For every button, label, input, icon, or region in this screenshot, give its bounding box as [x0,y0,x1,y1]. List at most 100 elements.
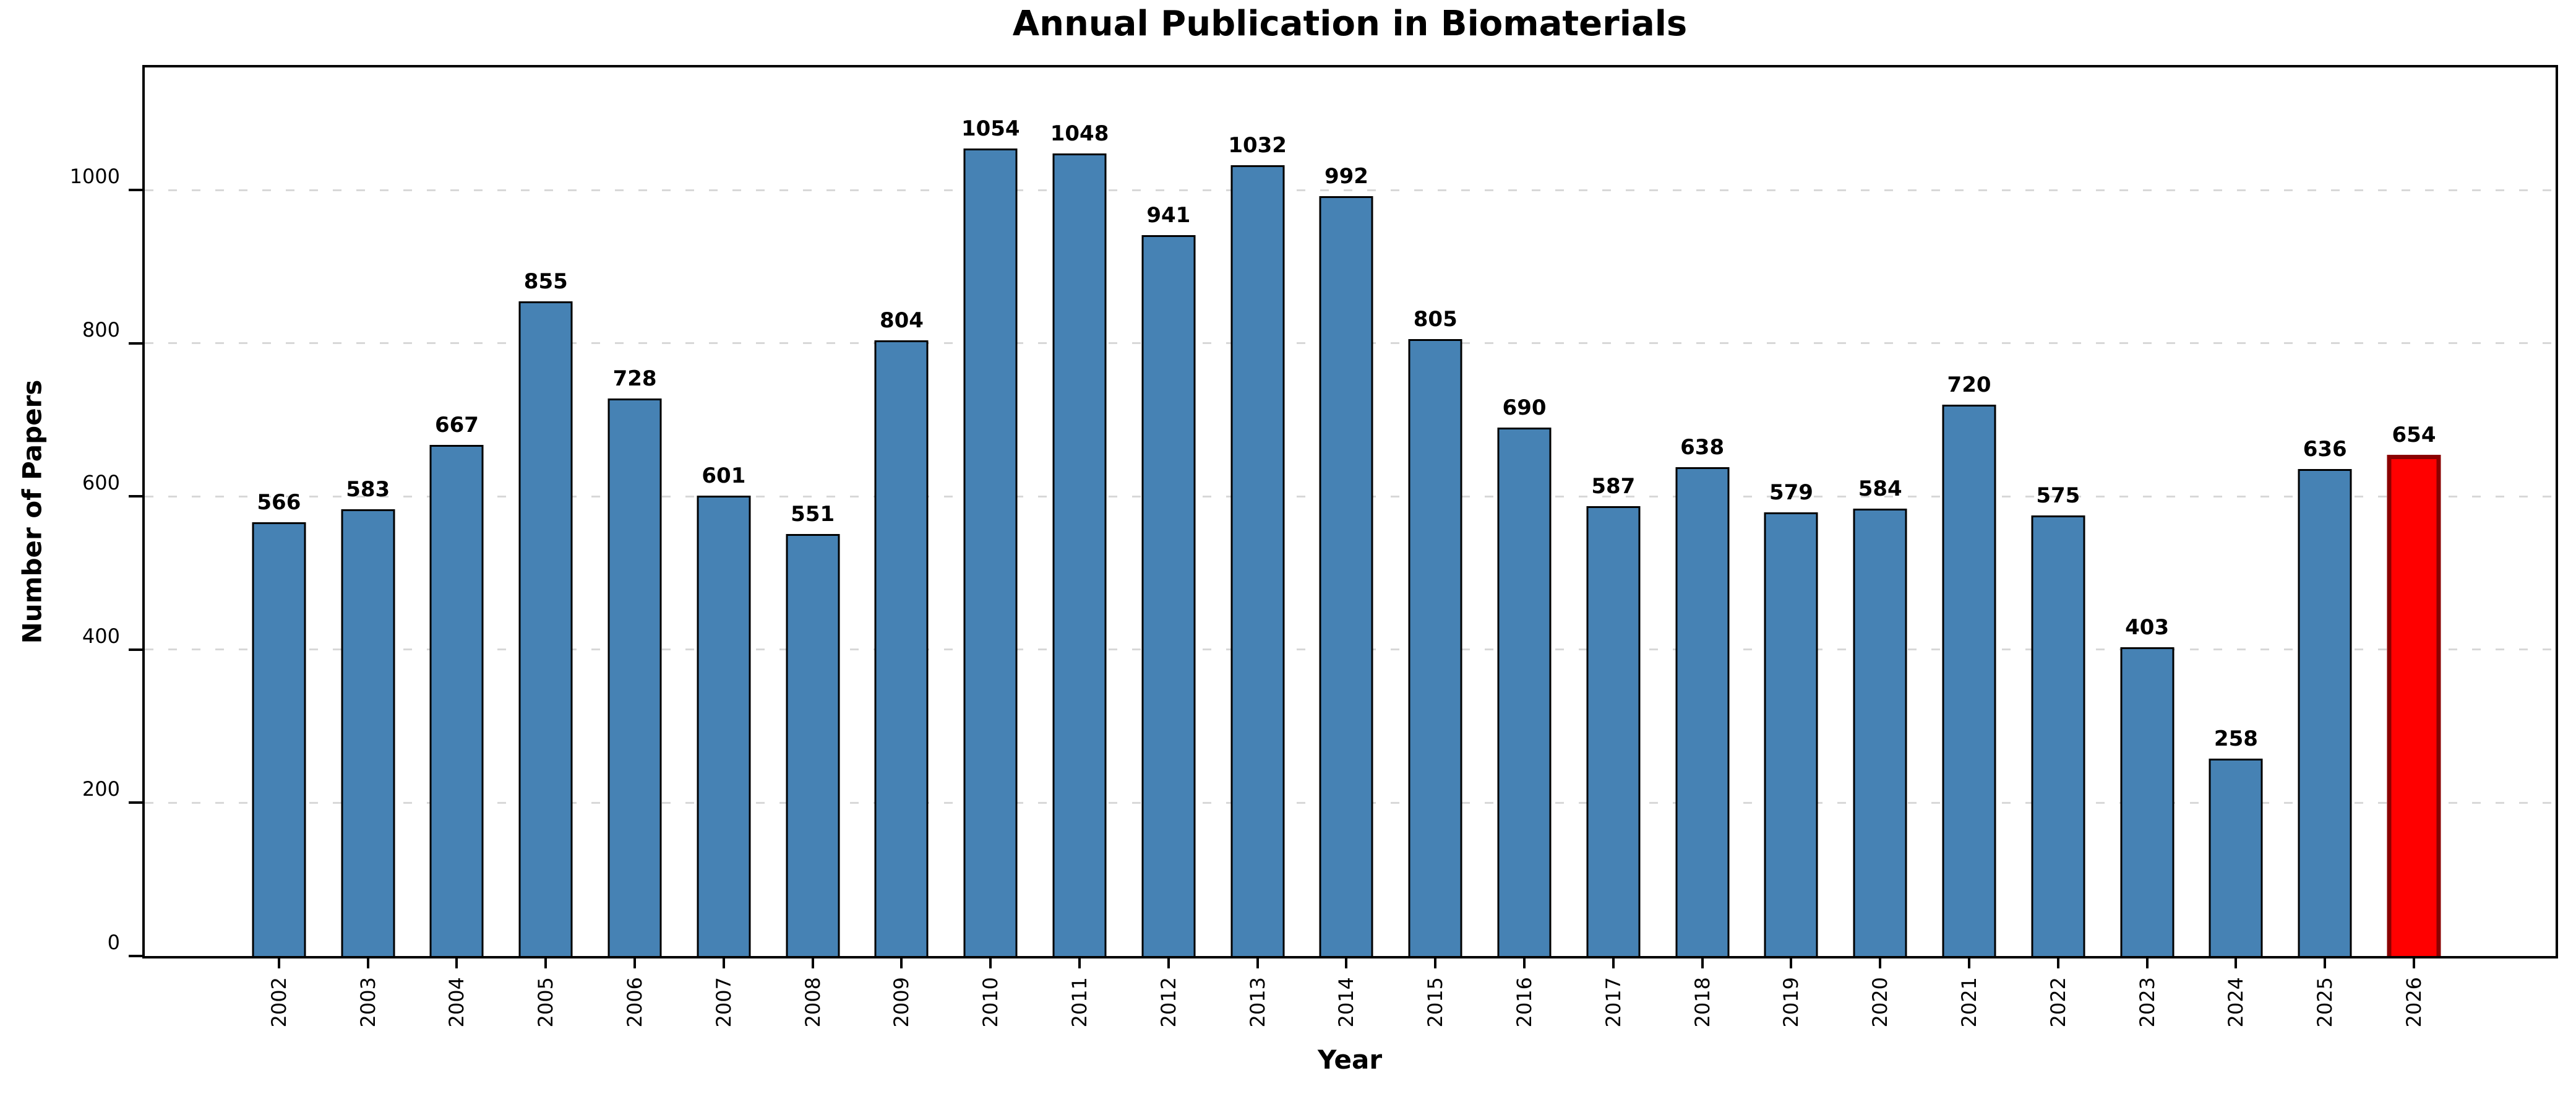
x-tick-label-2018: 2018 [1690,977,1714,1028]
x-tick-label-wrap-2009: 2009 [890,977,913,1030]
bar-value-label-2023: 403 [2125,615,2170,640]
x-tick-2015 [1434,956,1437,968]
x-tick-label-wrap-2011: 2011 [1068,977,1091,1030]
x-tick-label-wrap-2019: 2019 [1779,977,1803,1030]
chart-title: Annual Publication in Biomaterials [1012,4,1688,44]
x-tick-2003 [366,956,369,968]
bar-slot-2017: 587 2017 [1569,67,1658,1027]
bar-2015 [1408,339,1462,956]
plot-area: 0 200 400 600 800 1000 566 2002 583 2003 667 2004 8… [70,65,2558,1028]
bar-value-label-2019: 579 [1769,480,1813,506]
bar-value-label-2014: 992 [1324,163,1368,189]
bar-slot-2006: 728 2006 [590,67,679,1027]
bar-value-label-2012: 941 [1146,203,1191,228]
x-tick-label-2022: 2022 [2046,977,2070,1028]
bar-value-label-2002: 566 [257,490,301,515]
x-tick-label-2020: 2020 [1868,977,1892,1028]
bar-slot-2015: 805 2015 [1391,67,1480,1027]
bar-slot-2003: 583 2003 [324,67,413,1027]
x-tick-label-2015: 2015 [1423,977,1448,1028]
x-tick-2012 [1167,956,1170,968]
x-tick-label-wrap-2006: 2006 [623,977,646,1030]
bar-slot-2014: 992 2014 [1302,67,1391,1027]
x-tick-label-wrap-2010: 2010 [979,977,1002,1030]
bar-slot-2010: 1054 2010 [946,67,1035,1027]
bar-value-label-2024: 258 [2213,726,2258,751]
bar-value-label-2018: 638 [1680,435,1725,460]
bar-value-label-2007: 601 [702,463,746,489]
x-tick-label-wrap-2021: 2021 [1957,977,1981,1030]
x-tick-label-wrap-2003: 2003 [356,977,380,1030]
x-tick-2014 [1345,956,1348,968]
x-tick-2007 [722,956,725,968]
x-tick-label-wrap-2022: 2022 [2046,977,2070,1030]
y-tick-0 [129,955,142,957]
x-tick-label-wrap-2017: 2017 [1602,977,1625,1030]
bar-2021 [1942,404,1996,956]
bar-slot-2020: 584 2020 [1835,67,1925,1027]
y-tick-label-0: 0 [107,931,120,954]
x-tick-label-wrap-2012: 2012 [1157,977,1180,1030]
bar-slot-2004: 667 2004 [413,67,502,1027]
x-tick-label-2008: 2008 [801,977,825,1028]
x-tick-label-wrap-2024: 2024 [2224,977,2248,1030]
bar-2016 [1497,427,1552,956]
bar-value-label-2017: 587 [1591,474,1636,499]
bar-2009 [874,340,929,956]
x-tick-label-2005: 2005 [534,977,558,1028]
x-tick-2010 [989,956,992,968]
bar-slot-2026: 654 2026 [2369,67,2458,1027]
x-tick-2013 [1256,956,1259,968]
x-tick-2016 [1523,956,1526,968]
bar-value-label-2005: 855 [523,269,568,294]
x-axis-label: Year [1317,1044,1383,1075]
bar-slot-2025: 636 2025 [2280,67,2369,1027]
x-tick-2008 [811,956,814,968]
bar-2013 [1230,165,1285,956]
x-tick-label-wrap-2018: 2018 [1691,977,1714,1030]
x-tick-label-wrap-2005: 2005 [534,977,557,1030]
x-tick-label-wrap-2026: 2026 [2402,977,2426,1030]
bar-2018 [1675,467,1730,956]
x-tick-label-2019: 2019 [1779,977,1803,1028]
y-tick-label-600: 600 [82,471,120,495]
x-tick-label-2010: 2010 [979,977,1003,1028]
x-tick-2020 [1879,956,1882,968]
bar-value-label-2009: 804 [879,308,924,333]
y-tick-label-1000: 1000 [69,165,120,189]
x-tick-2025 [2324,956,2327,968]
bar-slot-2023: 403 2023 [2103,67,2192,1027]
bar-slot-2009: 804 2009 [857,67,947,1027]
bar-slot-2007: 601 2007 [679,67,768,1027]
x-tick-2019 [1790,956,1793,968]
x-tick-2002 [277,956,280,968]
x-tick-label-2023: 2023 [2135,977,2159,1028]
x-tick-label-wrap-2002: 2002 [267,977,291,1030]
x-tick-label-2021: 2021 [1957,977,1981,1028]
bar-value-label-2011: 1048 [1050,121,1109,146]
bar-2014 [1319,196,1373,956]
bar-2012 [1141,235,1196,956]
bar-2026 [2387,455,2441,956]
bar-value-label-2020: 584 [1858,476,1902,502]
bar-slot-2018: 638 2018 [1658,67,1747,1027]
x-tick-label-wrap-2008: 2008 [801,977,825,1030]
x-tick-label-wrap-2023: 2023 [2136,977,2159,1030]
x-tick-label-wrap-2013: 2013 [1246,977,1269,1030]
x-tick-label-wrap-2004: 2004 [445,977,468,1030]
bar-slot-2013: 1032 2013 [1213,67,1302,1027]
bar-slot-2011: 1048 2011 [1035,67,1124,1028]
x-tick-2009 [900,956,903,968]
bar-value-label-2016: 690 [1502,395,1547,420]
bar-2003 [341,509,395,956]
y-tick-200 [129,801,142,804]
x-tick-2017 [1612,956,1615,968]
x-tick-2024 [2235,956,2238,968]
bar-slot-2012: 941 2012 [1124,67,1213,1027]
bar-value-label-2025: 636 [2303,436,2347,462]
x-tick-2026 [2413,956,2416,968]
x-tick-2023 [2145,956,2149,968]
bar-value-label-2026: 654 [2392,423,2436,448]
x-tick-label-2025: 2025 [2313,977,2337,1028]
